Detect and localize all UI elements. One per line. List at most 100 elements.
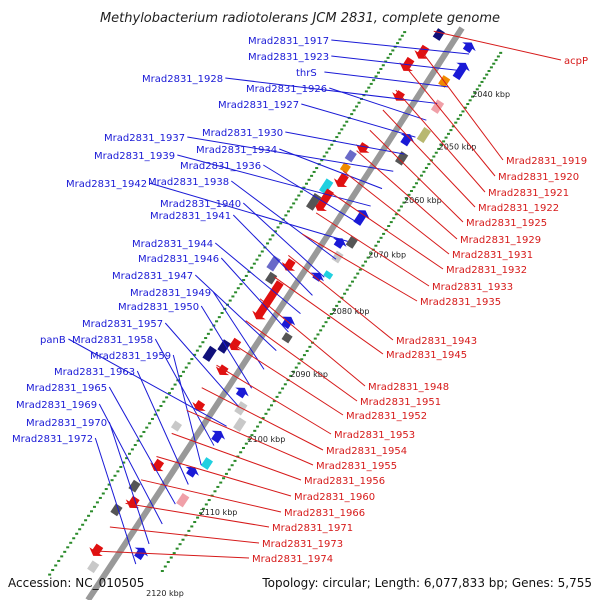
- tick-dot: [321, 325, 325, 328]
- tick-dot: [499, 51, 503, 54]
- leader-line: [125, 502, 270, 528]
- tick-dot: [434, 151, 438, 154]
- gene-label-left: Mrad2831_1938: [148, 177, 229, 188]
- tick-dot: [315, 167, 319, 170]
- tick-dot: [367, 86, 371, 89]
- tick-dot: [286, 210, 290, 213]
- tick-dot: [156, 409, 160, 412]
- gene-label-left: Mrad2831_1963: [54, 367, 135, 378]
- tick-dot: [216, 485, 220, 488]
- gene-label-left: Mrad2831_1934: [196, 145, 277, 156]
- leader-line: [263, 164, 360, 225]
- tick-dot: [122, 461, 126, 464]
- tick-dot: [473, 91, 477, 94]
- tick-dot: [184, 366, 188, 369]
- tick-dot: [419, 174, 423, 177]
- gene-feature: [333, 238, 347, 249]
- tick-dot: [256, 425, 260, 428]
- scale-label: 2100 kbp: [248, 435, 286, 444]
- gene-feature: [266, 255, 281, 272]
- tick-dot: [220, 311, 224, 314]
- gene-feature: [339, 162, 351, 174]
- tick-dot: [494, 59, 498, 62]
- tick-dot: [255, 258, 259, 261]
- tick-dot: [294, 366, 298, 369]
- tick-dot: [63, 550, 67, 553]
- leader-line: [94, 437, 137, 565]
- tick-dot: [386, 56, 390, 59]
- tick-dot: [244, 274, 248, 277]
- leader-line: [242, 202, 325, 278]
- tick-dot: [148, 422, 152, 425]
- gene-feature: [185, 466, 199, 478]
- leader-line: [136, 370, 189, 485]
- leader-line: [245, 320, 358, 402]
- gene-label-left: Mrad2831_1970: [26, 418, 107, 429]
- gene-feature: [452, 62, 470, 81]
- tick-dot: [253, 429, 257, 432]
- tick-dot: [281, 387, 285, 390]
- tick-dot: [307, 178, 311, 181]
- tick-dot: [268, 238, 272, 241]
- tick-dot: [496, 55, 500, 58]
- tick-dot: [90, 510, 94, 513]
- tick-dot: [439, 144, 443, 147]
- leader-line: [214, 242, 301, 315]
- tick-dot: [348, 284, 352, 287]
- tick-dot: [201, 507, 205, 510]
- tick-dot: [236, 455, 240, 458]
- tick-dot: [209, 328, 213, 331]
- gene-label-right: Mrad2831_1951: [360, 397, 441, 408]
- gene-label-right: Mrad2831_1945: [386, 350, 467, 361]
- leader-line: [329, 87, 427, 121]
- map-title: Methylobacterium radiotolerans JCM 2831,…: [100, 11, 500, 26]
- tick-dot: [316, 333, 320, 336]
- tick-dot: [444, 136, 448, 139]
- tick-dot: [357, 101, 361, 104]
- tick-dot: [388, 53, 392, 56]
- tick-dot: [128, 452, 132, 455]
- tick-dot: [374, 75, 378, 78]
- gene-feature: [89, 543, 104, 557]
- tick-dot: [337, 300, 341, 303]
- tick-dot: [175, 547, 179, 550]
- tick-dot: [170, 387, 174, 390]
- accession-label: Accession: NC_010505: [8, 576, 144, 590]
- leader-line: [315, 212, 430, 287]
- gene-feature: [215, 364, 230, 376]
- tick-dot: [302, 354, 306, 357]
- tick-dot: [379, 236, 383, 239]
- gene-label-left: Mrad2831_1947: [112, 271, 193, 282]
- tick-dot: [396, 42, 400, 45]
- tick-dot: [166, 561, 170, 564]
- tick-dot: [219, 481, 223, 484]
- gene-feature: [202, 345, 217, 362]
- gene-feature: [394, 151, 409, 166]
- tick-dot: [332, 308, 336, 311]
- leader-line: [94, 550, 250, 559]
- tick-dot: [165, 396, 169, 399]
- tick-dot: [475, 88, 479, 91]
- gene-feature: [217, 339, 231, 354]
- right-gene-labels: acpP Mrad2831_1919 Mrad2831_1920 Mrad2831_1…: [252, 56, 588, 565]
- gene-feature: [392, 90, 406, 101]
- tick-dot: [366, 256, 370, 259]
- tick-dot: [304, 182, 308, 185]
- tick-dot: [239, 451, 243, 454]
- tick-dot: [369, 252, 373, 255]
- tick-dot: [379, 67, 383, 70]
- gene-label-left: Mrad2831_1957: [82, 319, 163, 330]
- tick-dot: [345, 120, 349, 123]
- leader-line: [285, 131, 405, 155]
- tick-dot: [468, 99, 472, 102]
- tick-dot: [95, 501, 99, 504]
- tick-dot: [403, 31, 407, 34]
- leader-line: [408, 69, 496, 177]
- tick-dot: [324, 321, 328, 324]
- tick-dot: [84, 519, 88, 522]
- tick-dot: [329, 313, 333, 316]
- leader-line: [225, 77, 438, 104]
- tick-dot: [313, 337, 317, 340]
